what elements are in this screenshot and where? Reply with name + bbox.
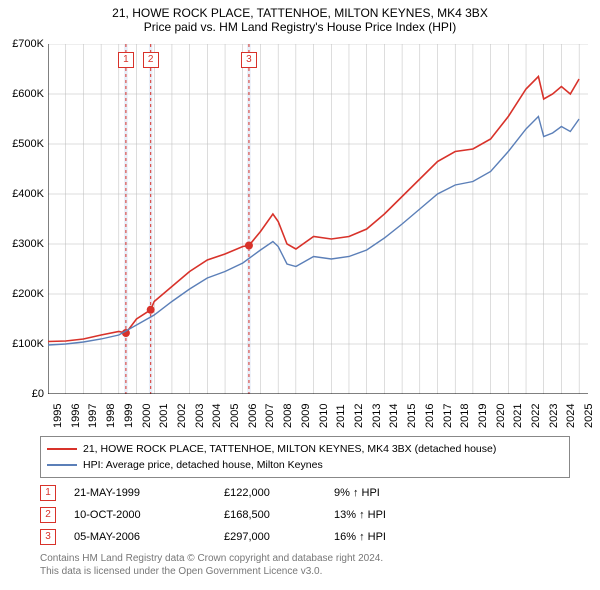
x-tick-label: 2001	[158, 404, 170, 428]
sale-price: £122,000	[224, 487, 334, 499]
x-tick-label: 2017	[442, 404, 454, 428]
x-tick-label: 2012	[353, 404, 365, 428]
sale-row: 3 05-MAY-2006£297,00016% ↑ HPI	[40, 526, 570, 548]
x-tick-label: 2000	[141, 404, 153, 428]
x-tick-label: 2013	[371, 404, 383, 428]
x-tick-label: 2016	[424, 404, 436, 428]
legend-label: 21, HOWE ROCK PLACE, TATTENHOE, MILTON K…	[83, 443, 496, 455]
x-tick-label: 1997	[87, 404, 99, 428]
x-tick-label: 1995	[52, 404, 64, 428]
x-tick-label: 2015	[406, 404, 418, 428]
y-tick-label: £600K	[12, 88, 44, 100]
y-tick-label: £100K	[12, 338, 44, 350]
sale-date: 05-MAY-2006	[74, 531, 224, 543]
footer-line1: Contains HM Land Registry data © Crown c…	[40, 552, 383, 565]
sale-marker-box: 1	[118, 52, 134, 68]
sale-markers-row: 123	[48, 44, 588, 62]
x-tick-label: 2025	[583, 404, 595, 428]
sale-price: £168,500	[224, 509, 334, 521]
x-tick-label: 2010	[318, 404, 330, 428]
x-tick-label: 2024	[565, 404, 577, 428]
x-tick-label: 2002	[176, 404, 188, 428]
x-tick-label: 2005	[229, 404, 241, 428]
y-tick-label: £400K	[12, 188, 44, 200]
legend-row: 21, HOWE ROCK PLACE, TATTENHOE, MILTON K…	[47, 441, 563, 457]
x-tick-label: 2003	[194, 404, 206, 428]
chart-svg	[48, 44, 588, 394]
x-tick-label: 2021	[512, 404, 524, 428]
sales-table: 1 21-MAY-1999£122,0009% ↑ HPI 2 10-OCT-2000…	[40, 482, 570, 548]
sale-marker: 1	[40, 485, 56, 501]
legend-swatch	[47, 448, 77, 450]
sale-diff: 16% ↑ HPI	[334, 531, 454, 543]
x-tick-label: 2006	[247, 404, 259, 428]
x-tick-label: 2023	[548, 404, 560, 428]
legend-row: HPI: Average price, detached house, Milt…	[47, 457, 563, 473]
x-tick-label: 1996	[70, 404, 82, 428]
y-tick-label: £0	[32, 388, 44, 400]
x-tick-label: 2022	[530, 404, 542, 428]
sale-marker: 2	[40, 507, 56, 523]
y-tick-label: £500K	[12, 138, 44, 150]
sale-date: 10-OCT-2000	[74, 509, 224, 521]
footer-line2: This data is licensed under the Open Gov…	[40, 565, 383, 578]
x-axis: 1995 1996 1997 1998 1999 2000 2001 2002 2003 2004…	[48, 394, 588, 434]
x-tick-label: 2011	[335, 404, 347, 428]
legend-swatch	[47, 464, 77, 466]
legend-label: HPI: Average price, detached house, Milt…	[83, 459, 323, 471]
x-tick-label: 2014	[388, 404, 400, 428]
y-tick-label: £200K	[12, 288, 44, 300]
x-tick-label: 1999	[123, 404, 135, 428]
x-tick-label: 2019	[477, 404, 489, 428]
x-tick-label: 2009	[300, 404, 312, 428]
y-tick-label: £300K	[12, 238, 44, 250]
chart-title-block: 21, HOWE ROCK PLACE, TATTENHOE, MILTON K…	[0, 0, 600, 36]
sale-marker-box: 2	[143, 52, 159, 68]
sale-row: 2 10-OCT-2000£168,50013% ↑ HPI	[40, 504, 570, 526]
x-tick-label: 2018	[459, 404, 471, 428]
sale-marker-box: 3	[241, 52, 257, 68]
y-axis: £0£100K£200K£300K£400K£500K£600K£700K	[0, 44, 48, 394]
x-tick-label: 2008	[282, 404, 294, 428]
footer-attribution: Contains HM Land Registry data © Crown c…	[40, 552, 383, 578]
sale-diff: 9% ↑ HPI	[334, 487, 454, 499]
chart-title-line1: 21, HOWE ROCK PLACE, TATTENHOE, MILTON K…	[0, 6, 600, 20]
sale-date: 21-MAY-1999	[74, 487, 224, 499]
x-tick-label: 2020	[495, 404, 507, 428]
sale-price: £297,000	[224, 531, 334, 543]
legend-box: 21, HOWE ROCK PLACE, TATTENHOE, MILTON K…	[40, 436, 570, 478]
chart-title-line2: Price paid vs. HM Land Registry's House …	[0, 20, 600, 34]
y-tick-label: £700K	[12, 38, 44, 50]
chart-plot-area	[48, 44, 588, 394]
sale-marker: 3	[40, 529, 56, 545]
sale-diff: 13% ↑ HPI	[334, 509, 454, 521]
x-tick-label: 2007	[264, 404, 276, 428]
x-tick-label: 2004	[211, 404, 223, 428]
sale-row: 1 21-MAY-1999£122,0009% ↑ HPI	[40, 482, 570, 504]
x-tick-label: 1998	[105, 404, 117, 428]
